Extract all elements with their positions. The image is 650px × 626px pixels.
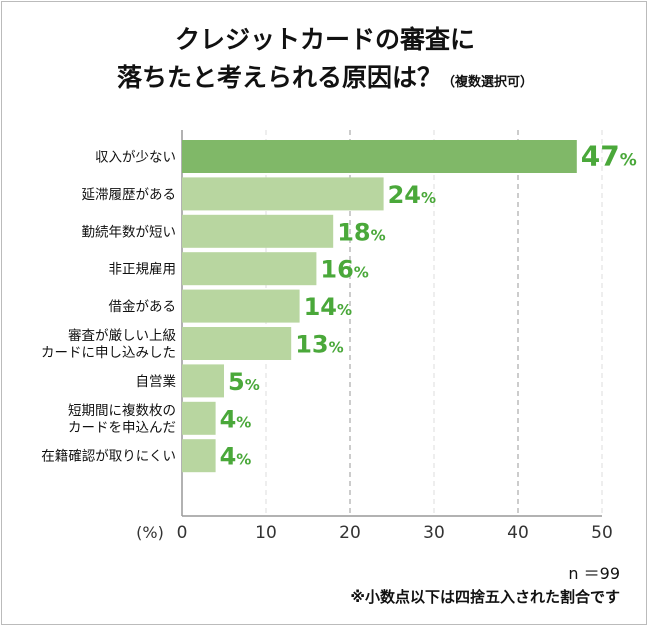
bar — [182, 177, 384, 211]
value-label: 18% — [337, 218, 385, 246]
value-label: 24% — [388, 181, 436, 209]
x-tick-label: 30 — [423, 523, 445, 543]
bar — [182, 327, 292, 360]
sample-size: n ＝99 — [568, 564, 620, 583]
percent-sign: % — [421, 189, 436, 207]
bar — [182, 401, 216, 435]
value-label: 4% — [220, 443, 252, 471]
title-main: 落ちたと考えられる原因は？ — [116, 63, 442, 92]
bar — [182, 214, 334, 248]
x-tick-label: 20 — [339, 523, 361, 543]
footnote: ※小数点以下は四捨五入された割合です — [350, 588, 620, 606]
x-tick-label: 0 — [177, 523, 188, 543]
value-label: 16% — [320, 256, 368, 284]
category-label: 自営業 — [136, 374, 177, 390]
bar — [182, 289, 300, 323]
percent-sign: % — [620, 151, 637, 171]
category-label: 勤続年数が短い — [82, 224, 177, 240]
percent-sign: % — [236, 413, 251, 431]
category-label: 在籍確認が取りにくい — [41, 448, 176, 465]
value-label: 14% — [304, 293, 352, 321]
percent-sign: % — [245, 376, 260, 394]
category-label: 非正規雇用 — [109, 261, 177, 278]
percent-sign: % — [337, 301, 352, 319]
bar — [182, 439, 216, 473]
category-label: 延滞履歴がある — [82, 187, 177, 203]
value-label: 5% — [228, 368, 260, 396]
x-tick-label: 40 — [507, 523, 529, 543]
bar — [182, 140, 577, 173]
percent-sign: % — [371, 226, 386, 244]
title-line-2: 落ちたと考えられる原因は？（複数選択可） — [0, 58, 650, 94]
category-label: 審査が厳しい上級 — [68, 328, 176, 344]
bar — [182, 364, 224, 398]
bar — [182, 252, 317, 286]
value-label: 47% — [581, 140, 637, 173]
value-label: 13% — [295, 331, 343, 359]
title-suffix: （複数選択可） — [442, 75, 534, 90]
x-axis-label: (%) — [136, 523, 164, 542]
category-label: 借金がある — [109, 299, 177, 315]
category-label: カードに申し込みした — [41, 345, 176, 361]
category-label: 短期間に複数枚の — [68, 402, 176, 419]
category-label: 収入が少ない — [95, 150, 176, 166]
x-tick-label: 10 — [255, 523, 277, 543]
percent-sign: % — [329, 339, 344, 357]
category-label: カードを申込んだ — [68, 420, 176, 436]
percent-sign: % — [236, 451, 251, 469]
percent-sign: % — [354, 264, 369, 282]
x-tick-label: 50 — [591, 523, 613, 543]
value-label: 4% — [220, 405, 252, 433]
title-line-1: クレジットカードの審査に — [174, 25, 475, 54]
